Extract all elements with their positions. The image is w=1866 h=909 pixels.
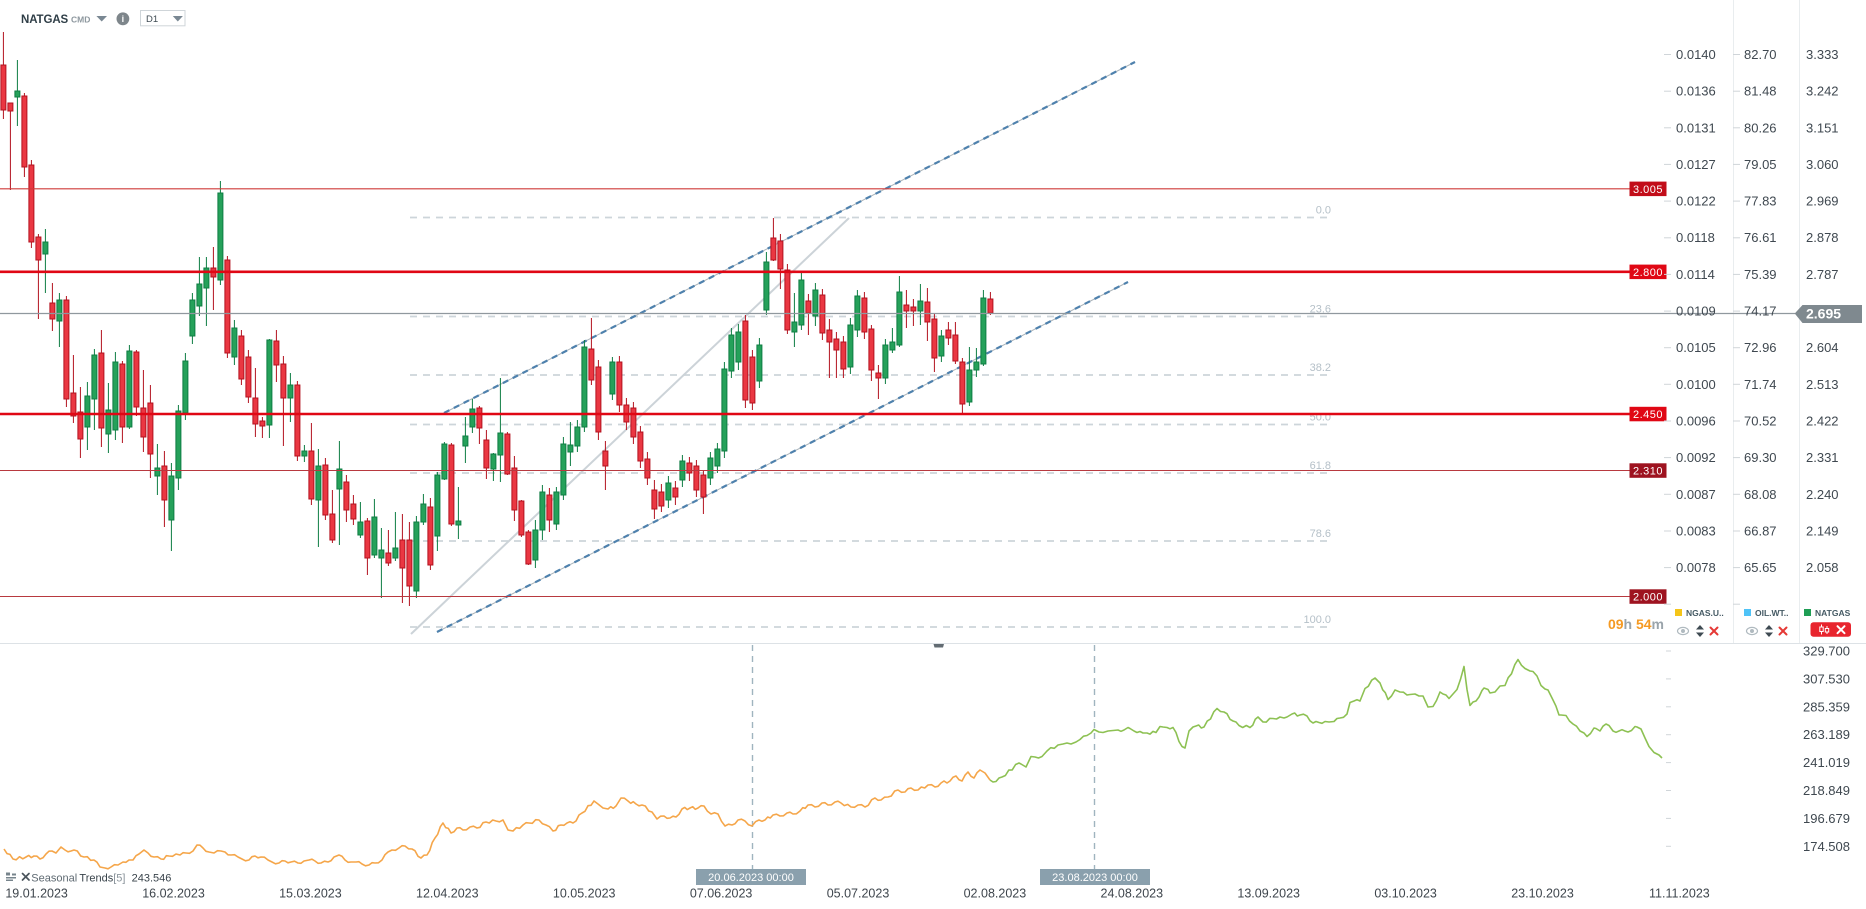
svg-text:10.05.2023: 10.05.2023 (553, 887, 616, 901)
svg-text:3.151: 3.151 (1806, 120, 1839, 135)
svg-text:70.52: 70.52 (1744, 414, 1777, 429)
svg-text:0.0105: 0.0105 (1676, 340, 1716, 355)
svg-text:23.6: 23.6 (1310, 304, 1331, 316)
svg-text:3.060: 3.060 (1806, 157, 1839, 172)
svg-text:218.849: 218.849 (1803, 783, 1850, 798)
svg-text:71.74: 71.74 (1744, 377, 1777, 392)
svg-text:2.695: 2.695 (1806, 306, 1841, 322)
svg-text:307.530: 307.530 (1803, 671, 1850, 686)
svg-text:79.05: 79.05 (1744, 157, 1777, 172)
svg-text:NGAS.U..: NGAS.U.. (1686, 608, 1724, 618)
svg-text:241.019: 241.019 (1803, 755, 1850, 770)
svg-text:2.058: 2.058 (1806, 560, 1839, 575)
svg-text:Trends: Trends (79, 873, 113, 885)
svg-text:69.30: 69.30 (1744, 450, 1777, 465)
svg-text:02.08.2023: 02.08.2023 (964, 887, 1027, 901)
svg-text:2.878: 2.878 (1806, 230, 1839, 245)
svg-text:NATGAS: NATGAS (1815, 608, 1851, 618)
svg-text:07.06.2023: 07.06.2023 (690, 887, 753, 901)
svg-text:196.679: 196.679 (1803, 811, 1850, 826)
svg-text:0.0100: 0.0100 (1676, 377, 1716, 392)
svg-text:61.8: 61.8 (1310, 460, 1331, 472)
svg-text:[5]: [5] (113, 873, 125, 885)
svg-text:2.240: 2.240 (1806, 487, 1839, 502)
svg-text:0.0118: 0.0118 (1676, 230, 1715, 245)
svg-text:74.17: 74.17 (1744, 304, 1777, 319)
svg-text:76.61: 76.61 (1744, 230, 1777, 245)
svg-text:2.149: 2.149 (1806, 524, 1839, 539)
svg-text:2.310: 2.310 (1633, 466, 1663, 478)
svg-text:16.02.2023: 16.02.2023 (142, 887, 205, 901)
svg-text:0.0140: 0.0140 (1676, 47, 1716, 62)
svg-text:285.359: 285.359 (1803, 699, 1850, 714)
svg-text:243.546: 243.546 (132, 873, 172, 885)
svg-text:65.65: 65.65 (1744, 560, 1777, 575)
svg-text:CMD: CMD (71, 14, 90, 24)
svg-text:13.09.2023: 13.09.2023 (1237, 887, 1300, 901)
svg-text:2.450: 2.450 (1633, 409, 1663, 421)
svg-text:0.0096: 0.0096 (1676, 414, 1716, 429)
svg-text:100.0: 100.0 (1303, 614, 1331, 626)
svg-text:23.10.2023: 23.10.2023 (1511, 887, 1574, 901)
svg-text:0.0109: 0.0109 (1676, 304, 1716, 319)
svg-text:78.6: 78.6 (1310, 528, 1331, 540)
svg-text:12.04.2023: 12.04.2023 (416, 887, 479, 901)
svg-text:75.39: 75.39 (1744, 267, 1777, 282)
svg-text:2.787: 2.787 (1806, 267, 1839, 282)
svg-text:19.01.2023: 19.01.2023 (5, 887, 68, 901)
svg-text:0.0: 0.0 (1316, 205, 1331, 217)
svg-text:3.005: 3.005 (1633, 184, 1663, 196)
svg-text:24.08.2023: 24.08.2023 (1101, 887, 1164, 901)
svg-text:03.10.2023: 03.10.2023 (1374, 887, 1437, 901)
svg-text:68.08: 68.08 (1744, 487, 1777, 502)
svg-text:38.2: 38.2 (1310, 362, 1331, 374)
svg-text:OIL.WT..: OIL.WT.. (1755, 608, 1789, 618)
svg-text:263.189: 263.189 (1803, 727, 1850, 742)
svg-text:329.700: 329.700 (1803, 644, 1850, 659)
svg-text:2.513: 2.513 (1806, 377, 1839, 392)
svg-text:0.0136: 0.0136 (1676, 84, 1716, 99)
svg-text:0.0122: 0.0122 (1676, 194, 1716, 209)
svg-text:0.0131: 0.0131 (1676, 120, 1716, 135)
svg-text:11.11.2023: 11.11.2023 (1649, 887, 1710, 901)
svg-text:80.26: 80.26 (1744, 120, 1777, 135)
svg-text:09h 54m: 09h 54m (1608, 616, 1664, 632)
svg-text:81.48: 81.48 (1744, 84, 1777, 99)
svg-text:0.0083: 0.0083 (1676, 524, 1716, 539)
svg-text:82.70: 82.70 (1744, 47, 1777, 62)
svg-text:0.0087: 0.0087 (1676, 487, 1716, 502)
svg-text:0.0078: 0.0078 (1676, 560, 1716, 575)
svg-text:0.0092: 0.0092 (1676, 450, 1716, 465)
svg-text:20.06.2023 00:00: 20.06.2023 00:00 (708, 872, 794, 884)
svg-text:2.422: 2.422 (1806, 414, 1839, 429)
svg-text:2.604: 2.604 (1806, 340, 1839, 355)
svg-text:174.508: 174.508 (1803, 839, 1850, 854)
svg-text:0.0114: 0.0114 (1676, 267, 1715, 282)
svg-text:i: i (122, 14, 125, 24)
svg-text:2.000: 2.000 (1633, 592, 1663, 604)
svg-text:2.969: 2.969 (1806, 194, 1839, 209)
svg-text:15.03.2023: 15.03.2023 (279, 887, 342, 901)
svg-text:0.0127: 0.0127 (1676, 157, 1716, 172)
svg-text:3.333: 3.333 (1806, 47, 1839, 62)
svg-text:23.08.2023 00:00: 23.08.2023 00:00 (1052, 872, 1138, 884)
svg-text:05.07.2023: 05.07.2023 (827, 887, 890, 901)
svg-text:D1: D1 (146, 14, 158, 25)
svg-text:2.800: 2.800 (1633, 267, 1663, 279)
svg-text:2.331: 2.331 (1806, 450, 1839, 465)
svg-text:72.96: 72.96 (1744, 340, 1777, 355)
svg-text:3.242: 3.242 (1806, 84, 1839, 99)
svg-text:Seasonal: Seasonal (31, 873, 77, 885)
svg-text:66.87: 66.87 (1744, 524, 1777, 539)
svg-text:NATGAS: NATGAS (21, 14, 69, 26)
svg-text:77.83: 77.83 (1744, 194, 1777, 209)
